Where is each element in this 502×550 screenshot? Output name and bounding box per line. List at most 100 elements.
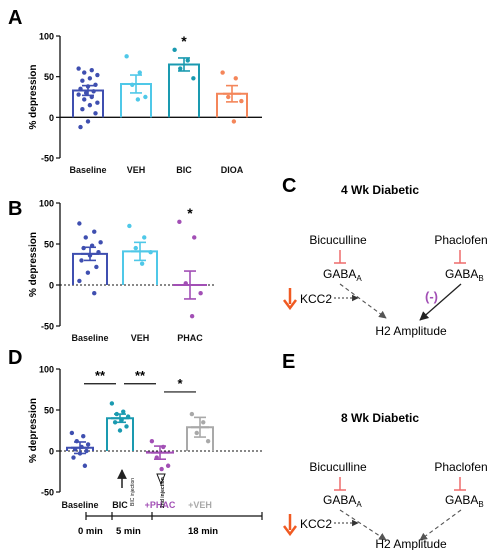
data-point bbox=[127, 223, 132, 229]
y-axis-label: % depression bbox=[28, 64, 39, 129]
data-point bbox=[82, 97, 87, 102]
data-point bbox=[92, 291, 97, 296]
y-tick-label: 50 bbox=[44, 72, 54, 82]
data-point bbox=[80, 107, 85, 112]
y-tick-label: 50 bbox=[44, 406, 54, 416]
x-tick-label: VEH bbox=[131, 333, 150, 343]
h2-amplitude-label: H2 Amplitude bbox=[375, 537, 447, 550]
data-point bbox=[87, 102, 93, 108]
gaba-a-dashed-arrow bbox=[339, 509, 387, 541]
data-point bbox=[154, 455, 159, 460]
y-tick-label: 0 bbox=[49, 447, 54, 457]
data-point bbox=[96, 250, 101, 255]
data-point bbox=[89, 94, 94, 100]
data-point bbox=[83, 235, 88, 240]
data-point bbox=[172, 47, 177, 53]
data-point bbox=[87, 253, 93, 258]
data-point bbox=[178, 66, 183, 71]
data-point bbox=[77, 451, 83, 456]
gaba-a-label: GABAA bbox=[323, 493, 362, 509]
x-tick-label: PHAC bbox=[177, 333, 203, 343]
significance-star: * bbox=[181, 33, 187, 49]
bicuculline-inhibit bbox=[334, 477, 346, 491]
minus-label: (-) bbox=[425, 289, 438, 304]
bar-bic bbox=[168, 63, 200, 118]
x-tick-label: BIC bbox=[112, 500, 128, 510]
data-point bbox=[159, 466, 164, 472]
data-point bbox=[137, 70, 142, 75]
chart-a: -50 0 50 100 % depression Baseline VEH BIC * DIOA bbox=[28, 32, 262, 175]
data-point bbox=[95, 100, 100, 105]
data-point bbox=[93, 111, 98, 116]
chart-d-annotations: BIC injection 2nd injection 0 min 5 min … bbox=[78, 469, 263, 537]
diagram-e: 8 Wk Diabetic Bicuculline Phaclofen GABA… bbox=[283, 411, 488, 550]
panel-label-b: B bbox=[8, 198, 22, 220]
data-point bbox=[72, 447, 78, 452]
significance-label: * bbox=[177, 376, 183, 391]
panel-label-d: D bbox=[8, 347, 22, 369]
data-point bbox=[124, 424, 129, 429]
gaba-b-dashed-arrow bbox=[419, 509, 462, 541]
data-point bbox=[119, 417, 124, 423]
data-point bbox=[89, 67, 94, 73]
data-point bbox=[185, 58, 190, 63]
data-point bbox=[85, 442, 91, 447]
data-point bbox=[189, 411, 195, 417]
data-point bbox=[191, 76, 196, 81]
kcc2-label: KCC2 bbox=[300, 292, 332, 306]
data-point bbox=[121, 409, 126, 414]
y-tick-label: 0 bbox=[49, 281, 54, 291]
diagram-c: 4 Wk Diabetic Bicuculline Phaclofen GABA… bbox=[283, 183, 488, 338]
bar-bic bbox=[106, 417, 134, 451]
data-point bbox=[148, 250, 153, 255]
panel-label-c: C bbox=[282, 175, 296, 197]
second-injection-arrowhead bbox=[156, 473, 166, 486]
data-point bbox=[74, 438, 79, 444]
data-point bbox=[94, 264, 99, 270]
x-tick-label: Baseline bbox=[71, 333, 108, 343]
data-point bbox=[78, 124, 83, 130]
data-point bbox=[93, 82, 98, 88]
gaba-b-label: GABAB bbox=[445, 267, 484, 283]
data-point bbox=[89, 243, 95, 248]
data-point bbox=[85, 84, 91, 89]
data-point bbox=[239, 98, 244, 104]
x-tick-label: BIC bbox=[176, 165, 192, 175]
data-point bbox=[124, 54, 129, 59]
data-point bbox=[85, 270, 91, 275]
data-point bbox=[81, 245, 86, 251]
data-point bbox=[177, 219, 182, 225]
data-point bbox=[192, 235, 197, 240]
data-point bbox=[109, 401, 115, 406]
data-point bbox=[82, 70, 87, 75]
diagram-c-title: 4 Wk Diabetic bbox=[341, 183, 419, 197]
y-tick-label: 100 bbox=[39, 365, 54, 375]
data-point bbox=[71, 455, 76, 460]
data-point bbox=[81, 434, 86, 439]
data-point bbox=[194, 430, 199, 436]
data-point bbox=[130, 82, 135, 88]
x-tick-label: VEH bbox=[127, 165, 146, 175]
data-point bbox=[205, 438, 211, 444]
kcc2-down-arrow bbox=[283, 514, 297, 537]
data-point bbox=[198, 291, 203, 296]
phaclofen-label: Phaclofen bbox=[434, 233, 487, 247]
second-injection-label: 2nd injection bbox=[160, 477, 166, 508]
y-axis-label: % depression bbox=[28, 398, 39, 463]
data-point bbox=[79, 444, 84, 450]
x-tick-label: Baseline bbox=[61, 500, 98, 510]
data-point bbox=[95, 72, 100, 78]
data-point bbox=[82, 463, 88, 468]
y-tick-label: -50 bbox=[41, 322, 54, 332]
data-point bbox=[77, 278, 82, 284]
data-point bbox=[85, 119, 91, 124]
gaba-a-label: GABAA bbox=[323, 267, 362, 283]
panel-label-e: E bbox=[282, 351, 295, 373]
data-point bbox=[78, 86, 83, 92]
data-point bbox=[76, 66, 81, 71]
bicuculline-label: Bicuculline bbox=[309, 233, 367, 247]
data-point bbox=[226, 94, 231, 100]
data-point bbox=[76, 92, 81, 97]
data-point bbox=[125, 414, 131, 419]
